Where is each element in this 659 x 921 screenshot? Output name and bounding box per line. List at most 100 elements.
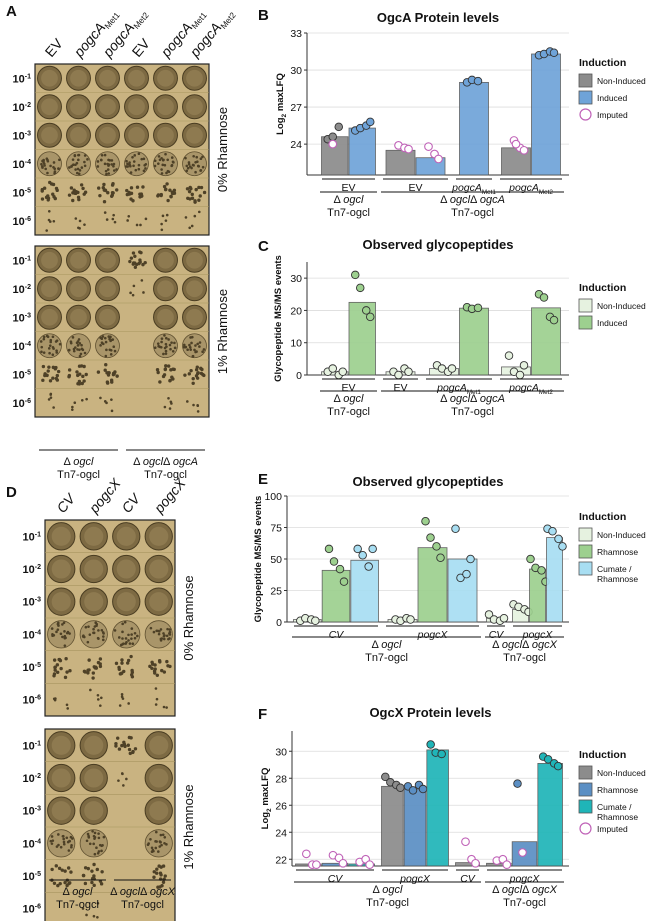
colony-dot — [198, 194, 202, 198]
colony-dot — [84, 625, 88, 629]
dilution-exponent: -5 — [25, 187, 31, 194]
colony-dot — [164, 349, 168, 353]
legend-label: Induced — [597, 318, 628, 328]
strain-token: Δ — [334, 194, 344, 206]
colony-dot — [53, 167, 57, 170]
colony-dot — [129, 197, 133, 201]
group-label: EV — [408, 182, 422, 194]
column-header: EV — [129, 35, 154, 60]
colony-dot — [161, 163, 165, 167]
strain-label: Δ ogclΔ ogcX — [110, 886, 176, 898]
dilution-base: 10 — [23, 838, 35, 850]
colony-spot-core — [157, 126, 174, 144]
colony-dot — [62, 842, 66, 846]
colony-spot-core — [99, 308, 116, 326]
colony-dot — [106, 373, 111, 377]
colony-dot — [197, 164, 201, 168]
colony-dot — [97, 850, 101, 853]
colony-dot — [195, 365, 199, 369]
colony-dot — [186, 166, 190, 170]
colony-dot — [160, 168, 163, 171]
colony-dot — [103, 368, 107, 372]
chart-title: Observed glycopeptides — [353, 474, 504, 489]
colony-dot — [85, 397, 88, 401]
colony-dot — [53, 367, 58, 371]
colony-dot — [77, 153, 80, 157]
group-label: CV — [489, 629, 505, 641]
colony-dot — [52, 219, 56, 223]
strain-construct: Tn7-ogcl — [366, 897, 409, 909]
colony-dot — [158, 345, 162, 349]
colony-dot — [74, 168, 77, 171]
colony-dot — [71, 336, 75, 339]
colony-dot — [122, 784, 125, 787]
label-sub: Met2 — [218, 10, 238, 31]
imputed-point — [301, 849, 311, 859]
label-main: pogcX — [150, 475, 189, 517]
data-point — [335, 564, 345, 574]
strain-token: Δ — [440, 393, 450, 405]
colony-dot — [136, 634, 139, 638]
colony-dot — [133, 747, 138, 751]
colony-dot — [55, 630, 58, 634]
colony-dot — [142, 169, 146, 173]
colony-dot — [59, 632, 63, 636]
colony-dot — [55, 378, 60, 382]
colony-dot — [158, 158, 162, 162]
column-header: EV — [42, 35, 67, 60]
data-point — [366, 312, 375, 322]
strain-token: Δ — [63, 886, 73, 898]
dilution-base: 10 — [23, 740, 35, 752]
data-point — [362, 306, 371, 315]
colony-dot — [44, 195, 49, 200]
colony-spot-core — [128, 126, 145, 144]
data-point — [368, 544, 377, 554]
bar — [531, 53, 561, 176]
colony-dot — [202, 190, 207, 195]
dilution-base: 10 — [13, 398, 25, 410]
label-main: CV — [53, 489, 79, 515]
colony-dot — [160, 222, 163, 226]
colony-spot — [153, 333, 178, 359]
colony-spot-core — [186, 308, 203, 326]
colony-dot — [66, 866, 71, 870]
ylabel-part: maxLFQ — [260, 768, 271, 809]
strain-construct: Tn7-ogcl — [327, 207, 370, 219]
dilution-label: 10-6 — [13, 398, 32, 410]
colony-dot — [101, 638, 105, 642]
colony-dot — [78, 348, 81, 352]
colony-spot-core — [41, 98, 58, 116]
y-tick-label: 27 — [290, 102, 302, 114]
colony-dot — [197, 210, 201, 214]
data-point — [339, 577, 349, 586]
colony-dot — [160, 668, 164, 673]
colony-dot — [103, 336, 107, 340]
label-sub: Met2 — [539, 389, 553, 396]
bar — [447, 558, 478, 623]
colony-dot — [131, 750, 135, 755]
colony-dot — [129, 256, 134, 260]
colony-dot — [126, 219, 129, 222]
colony-dot — [105, 218, 109, 221]
colony-spot-core — [70, 69, 87, 87]
colony-dot — [74, 346, 77, 349]
dilution-exponent: -4 — [25, 341, 31, 348]
colony-dot — [114, 744, 118, 748]
colony-dot — [129, 164, 132, 168]
colony-dot — [83, 881, 88, 886]
colony-dot — [140, 279, 144, 282]
colony-dot — [160, 843, 163, 847]
data-point — [418, 784, 428, 794]
colony-dot — [50, 842, 54, 845]
column-header: pogcX — [150, 475, 189, 517]
data-point — [366, 117, 375, 127]
dilution-exponent: -6 — [35, 695, 41, 702]
label-main: pogcX — [85, 475, 124, 517]
colony-dot — [111, 217, 115, 221]
colony-dot — [80, 343, 83, 347]
data-point — [558, 542, 567, 551]
colony-dot — [125, 192, 130, 197]
data-point — [356, 283, 365, 293]
label-main: EV — [129, 35, 154, 60]
